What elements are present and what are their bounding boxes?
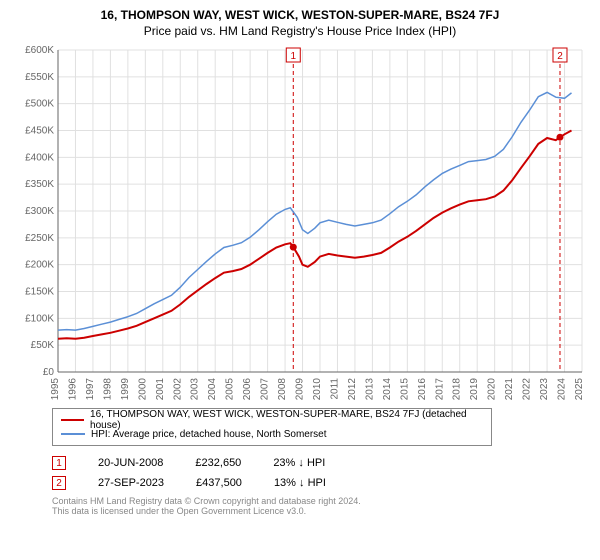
svg-text:£150K: £150K xyxy=(25,287,54,298)
marker-date-2: 27-SEP-2023 xyxy=(98,477,164,489)
marker-date-1: 20-JUN-2008 xyxy=(98,457,163,469)
svg-text:2023: 2023 xyxy=(539,378,550,401)
svg-text:£300K: £300K xyxy=(25,206,54,217)
legend-label-hpi: HPI: Average price, detached house, Nort… xyxy=(91,429,327,440)
svg-text:2: 2 xyxy=(557,51,563,62)
svg-text:2021: 2021 xyxy=(504,378,515,401)
svg-text:£50K: £50K xyxy=(31,340,55,351)
svg-text:£600K: £600K xyxy=(25,45,54,56)
svg-text:2006: 2006 xyxy=(242,378,253,401)
line-chart: £0 £50K £100K £150K £200K £250K £300K £350K £400… xyxy=(12,44,588,404)
svg-text:2011: 2011 xyxy=(329,378,340,400)
svg-text:£0: £0 xyxy=(43,367,55,378)
svg-text:2012: 2012 xyxy=(347,378,358,401)
svg-text:2015: 2015 xyxy=(399,378,410,401)
svg-text:2002: 2002 xyxy=(172,378,183,401)
svg-text:1996: 1996 xyxy=(67,378,78,401)
legend-swatch-property xyxy=(61,419,84,421)
svg-text:2017: 2017 xyxy=(434,378,445,401)
svg-text:1998: 1998 xyxy=(102,378,113,401)
marker-delta-1: 23% ↓ HPI xyxy=(273,457,325,469)
svg-text:2000: 2000 xyxy=(137,378,148,401)
svg-text:2025: 2025 xyxy=(574,378,585,401)
svg-text:1: 1 xyxy=(290,51,296,62)
svg-text:£350K: £350K xyxy=(25,179,54,190)
svg-text:1995: 1995 xyxy=(50,378,61,401)
marker-table: 1 20-JUN-2008 £232,650 23% ↓ HPI 2 27-SE… xyxy=(52,456,588,490)
svg-text:2024: 2024 xyxy=(557,378,568,401)
svg-text:£100K: £100K xyxy=(25,313,54,324)
marker-delta-2: 13% ↓ HPI xyxy=(274,477,326,489)
svg-text:£250K: £250K xyxy=(25,233,54,244)
svg-text:2001: 2001 xyxy=(155,378,166,401)
svg-text:1997: 1997 xyxy=(85,378,96,401)
copyright-line1: Contains HM Land Registry data © Crown c… xyxy=(52,496,588,506)
marker-price-2: £437,500 xyxy=(196,477,242,489)
marker-box-1: 1 xyxy=(52,456,66,470)
legend-swatch-hpi xyxy=(61,433,85,435)
svg-text:£450K: £450K xyxy=(25,126,54,137)
marker-box-2: 2 xyxy=(52,476,66,490)
copyright: Contains HM Land Registry data © Crown c… xyxy=(52,496,588,516)
svg-text:2022: 2022 xyxy=(522,378,533,401)
legend: 16, THOMPSON WAY, WEST WICK, WESTON-SUPE… xyxy=(52,408,492,446)
svg-text:2007: 2007 xyxy=(260,378,271,401)
legend-item-property: 16, THOMPSON WAY, WEST WICK, WESTON-SUPE… xyxy=(61,413,483,427)
svg-text:£400K: £400K xyxy=(25,152,54,163)
svg-text:2003: 2003 xyxy=(190,378,201,401)
svg-text:2019: 2019 xyxy=(469,378,480,401)
svg-text:£200K: £200K xyxy=(25,260,54,271)
svg-text:2005: 2005 xyxy=(225,378,236,401)
svg-text:2016: 2016 xyxy=(417,378,428,401)
svg-text:2018: 2018 xyxy=(452,378,463,401)
svg-text:2010: 2010 xyxy=(312,378,323,401)
copyright-line2: This data is licensed under the Open Gov… xyxy=(52,506,588,516)
svg-text:2009: 2009 xyxy=(295,378,306,401)
svg-text:2008: 2008 xyxy=(277,378,288,401)
svg-text:2020: 2020 xyxy=(487,378,498,401)
marker-row-2: 2 27-SEP-2023 £437,500 13% ↓ HPI xyxy=(52,476,588,490)
marker-row-1: 1 20-JUN-2008 £232,650 23% ↓ HPI xyxy=(52,456,588,470)
chart-title: 16, THOMPSON WAY, WEST WICK, WESTON-SUPE… xyxy=(12,8,588,22)
svg-text:2013: 2013 xyxy=(364,378,375,401)
chart-subtitle: Price paid vs. HM Land Registry's House … xyxy=(12,24,588,38)
chart-area: £0 £50K £100K £150K £200K £250K £300K £350K £400… xyxy=(12,44,588,404)
svg-text:1999: 1999 xyxy=(120,378,131,401)
svg-text:£500K: £500K xyxy=(25,99,54,110)
svg-text:2014: 2014 xyxy=(382,378,393,401)
svg-text:£550K: £550K xyxy=(25,72,54,83)
svg-text:2004: 2004 xyxy=(207,378,218,401)
marker-price-1: £232,650 xyxy=(195,457,241,469)
